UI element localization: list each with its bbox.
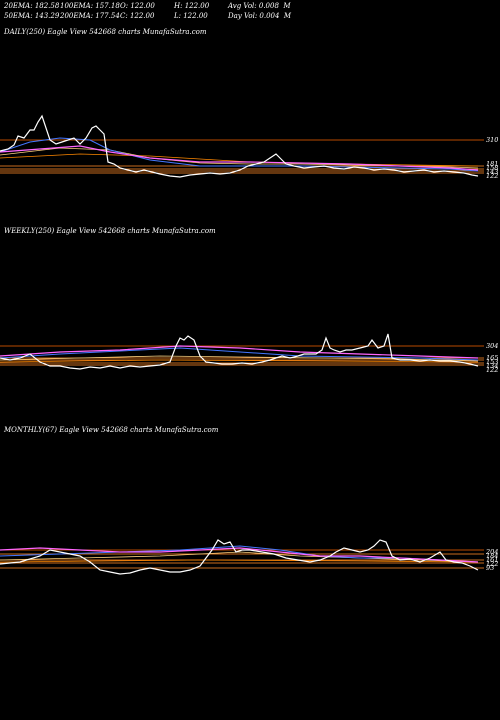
header1-100ema: 100EMA: 157.18 [60,2,120,10]
price-label: 122 [486,366,498,374]
ema20-line [0,547,479,563]
price-label: 134 [486,362,498,370]
header1-o: O: 122.00 [120,2,155,10]
price-label: 122 [486,172,498,180]
ema100-line [0,355,479,362]
header2-dayvol: Day Vol: 0.004 M [228,12,292,20]
price-label: 310 [486,136,498,144]
price-line [0,333,479,370]
price-label: 181 [486,160,498,168]
price-label: 93 [486,564,494,572]
header2-l: L: 122.00 [174,12,208,20]
header1-avgvol: Avg Vol: 0.008 M [228,2,291,10]
ema20-line [0,345,479,359]
daily-panel-title: DAILY(250) Eagle View 542668 charts Muna… [4,28,207,36]
price-label: 122 [486,560,498,568]
price-label: 204 [485,548,498,556]
ema100-line [0,551,479,563]
ema50-line [0,347,479,361]
price-label: 161 [486,556,498,564]
price-label: 304 [486,342,498,350]
weekly-panel-title: WEEKLY(250) Eagle View 542668 charts Mun… [4,227,216,235]
price-label: 143 [486,168,498,176]
price-line [0,114,479,178]
price-label: 184 [486,552,498,560]
ema200-line [0,359,479,363]
header2-c: C: 122.00 [120,12,155,20]
ema50-line [0,137,479,172]
header1-h: H: 122.00 [174,2,210,10]
price-label: 153 [486,358,498,366]
header1-20ema: 20EMA: 182.58 [4,2,60,10]
header2-50ema: 50EMA: 143.29 [4,12,60,20]
price-label: 165 [486,354,498,362]
ema200-line [0,153,479,167]
header2-200ema: 200EMA: 177.54 [60,12,120,20]
price-label: 158 [486,164,498,172]
ema20-line [0,145,479,171]
monthly-panel-title: MONTHLY(67) Eagle View 542668 charts Mun… [4,426,219,434]
price-line [0,539,479,575]
